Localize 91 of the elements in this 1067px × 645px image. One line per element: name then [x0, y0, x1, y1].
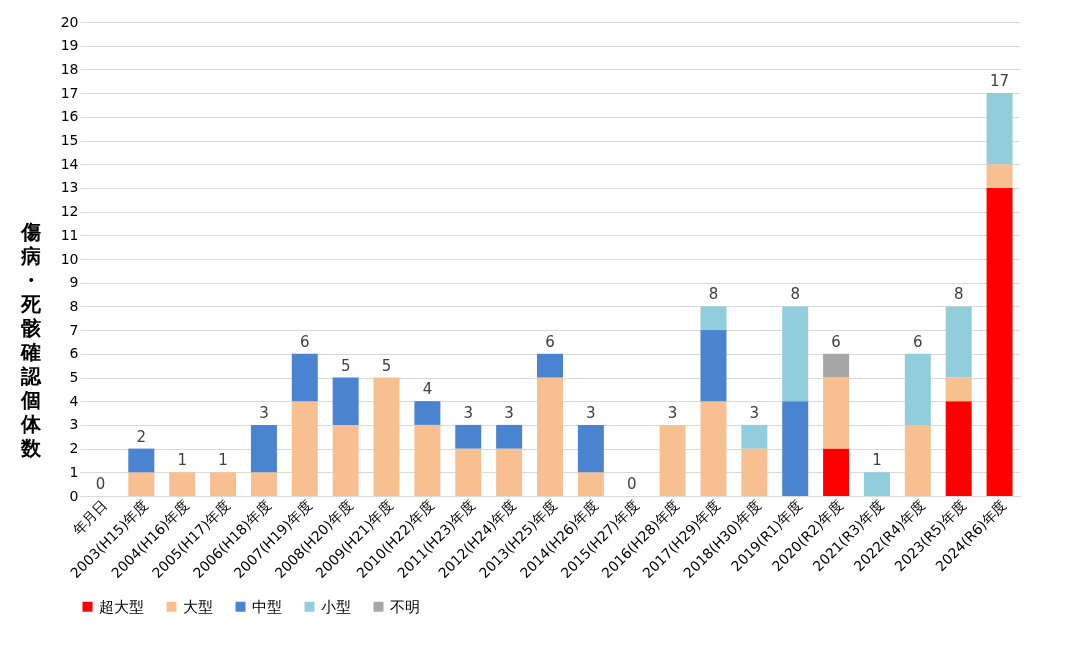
y-tick-label: 7 [69, 321, 79, 338]
text: 0 [626, 475, 637, 493]
total-label: 8 [953, 285, 964, 304]
bar [577, 424, 604, 473]
bar [823, 377, 850, 449]
y-tick-label: 20 [60, 13, 79, 30]
y-tick-label: 10 [60, 250, 79, 267]
total-label: 3 [749, 403, 760, 422]
y-tick-label: 13 [60, 179, 79, 196]
total-label: 3 [667, 403, 678, 422]
y-tick-label: 18 [60, 60, 79, 77]
bar [945, 401, 972, 496]
y-tick-label: 14 [60, 155, 79, 172]
total-label: 1 [218, 451, 228, 470]
bar [169, 472, 196, 496]
bar [496, 448, 523, 496]
bar [414, 424, 441, 496]
y-tick-label: 1 [69, 463, 79, 480]
y-tick-label: 3 [69, 416, 79, 433]
total-label: 3 [504, 403, 514, 422]
total-label: 1 [177, 451, 187, 470]
total-label: 3 [259, 403, 269, 422]
bar [986, 164, 1013, 188]
text: 0 [95, 475, 106, 493]
y-tick-label: 19 [60, 37, 79, 54]
bar [782, 306, 809, 402]
bar [373, 377, 400, 496]
total-label: 6 [300, 332, 310, 351]
total-label: 6 [831, 332, 841, 351]
bar [537, 377, 563, 496]
bar [455, 424, 482, 449]
y-tick-label: 11 [60, 226, 79, 243]
bar [904, 424, 931, 496]
y-tick-label: 12 [60, 203, 79, 220]
total-label: 8 [708, 285, 719, 304]
total-label: 5 [381, 356, 392, 375]
bar [986, 187, 1013, 496]
y-tick-label: 15 [60, 132, 79, 148]
bar [741, 448, 768, 496]
y-tick-label: 16 [60, 108, 79, 125]
bar [250, 472, 277, 496]
bar [823, 353, 850, 378]
y-tick-label: 9 [69, 274, 79, 291]
y-tick-label: 2 [69, 440, 79, 457]
bar [332, 424, 359, 496]
y-tick-label: 8 [69, 297, 79, 314]
bar [128, 448, 155, 473]
bar [986, 93, 1013, 165]
total-label: 6 [913, 332, 923, 351]
bar [537, 353, 563, 378]
total-label: 3 [463, 403, 474, 422]
legend-label: 小型 [321, 597, 351, 616]
bar [659, 424, 686, 496]
y-tick-label: 0 [69, 487, 79, 504]
y-tick-label: 5 [69, 369, 79, 385]
legend-label: 大型 [183, 597, 213, 616]
bar [496, 424, 523, 449]
total-label: 6 [545, 332, 555, 351]
y-tick-label: 17 [60, 84, 79, 101]
bar [414, 401, 441, 425]
total-label: 3 [586, 403, 596, 422]
bar [945, 377, 972, 402]
legend-label: 超大型 [99, 597, 144, 616]
total-label: 2 [136, 427, 147, 446]
bar [250, 424, 277, 473]
bar [332, 377, 359, 425]
bar [455, 448, 482, 496]
total-label: 8 [790, 285, 800, 304]
total-label: 5 [340, 356, 351, 375]
bar [741, 424, 768, 449]
legend-label: 不明 [390, 597, 420, 616]
bar [823, 448, 850, 496]
bar [904, 353, 931, 425]
y-tick-label: 4 [69, 392, 79, 409]
total-label: 17 [990, 72, 1010, 91]
y-tick-label: 6 [69, 345, 79, 362]
text: 傷病・死骸確認個体数 [20, 219, 41, 460]
total-label: 4 [422, 380, 433, 399]
bar [128, 472, 155, 496]
bar [210, 472, 237, 496]
bar [700, 306, 727, 331]
bar [700, 401, 727, 496]
bar [577, 472, 604, 496]
total-label: 1 [872, 451, 882, 470]
bar [863, 472, 890, 496]
bar [291, 401, 318, 496]
bar [782, 401, 809, 496]
bar [700, 330, 727, 402]
bar [291, 353, 318, 402]
legend-label: 中型 [252, 597, 282, 616]
bar [945, 306, 972, 378]
